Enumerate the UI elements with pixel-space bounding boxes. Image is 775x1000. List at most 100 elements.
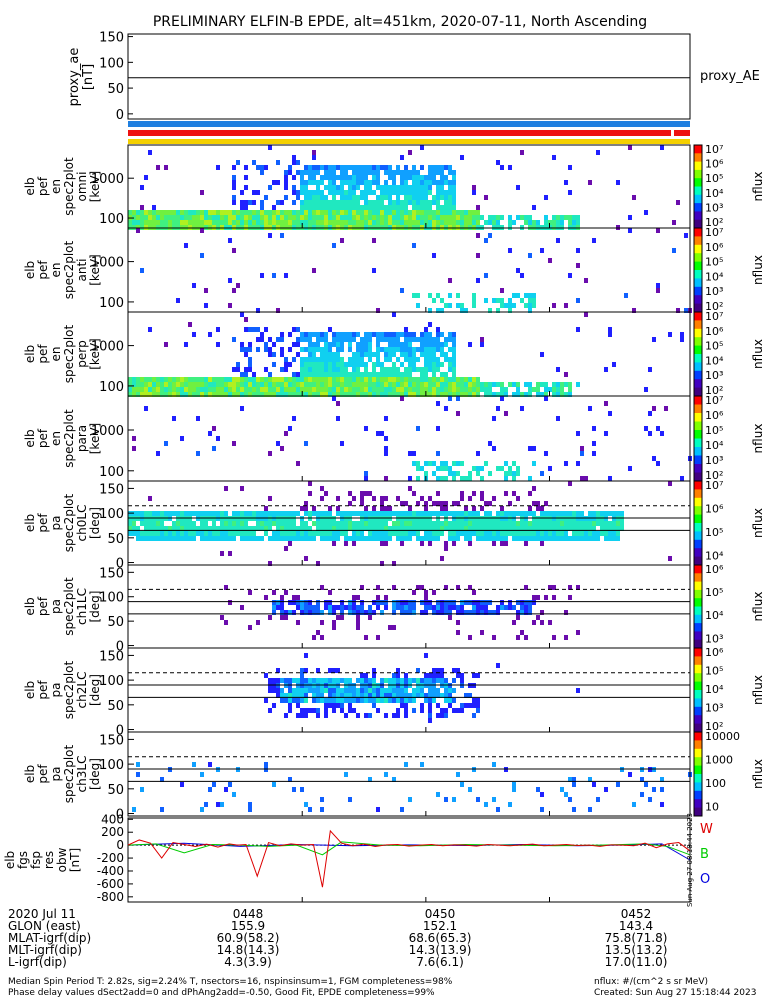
heatmap-cell <box>300 506 304 511</box>
heatmap-cell <box>376 175 380 180</box>
colorbar-segment <box>694 701 702 705</box>
heatmap-cell <box>416 337 420 342</box>
heatmap-cell <box>616 511 620 516</box>
heatmap-cell <box>280 595 284 600</box>
heatmap-cell <box>448 610 452 615</box>
heatmap-cell <box>232 165 236 170</box>
heatmap-cell <box>520 600 524 605</box>
heatmap-cell <box>332 215 336 220</box>
colorbar-tick-label: 10⁶ <box>705 502 724 515</box>
footer-note-2: Phase delay values dSect2add=0 and dPhAn… <box>8 988 435 998</box>
heatmap-cell <box>348 382 352 387</box>
heatmap-cell <box>456 411 460 416</box>
heatmap-cell <box>344 536 348 541</box>
heatmap-cell <box>364 215 368 220</box>
heatmap-cell <box>424 471 428 476</box>
heatmap-cell <box>360 190 364 195</box>
heatmap-cell <box>464 377 468 382</box>
heatmap-cell <box>176 210 180 215</box>
proxy-ytick-label: 50 <box>107 82 124 97</box>
heatmap-cell <box>452 190 456 195</box>
heatmap-cell <box>380 220 384 225</box>
colorbar-tick-label: 10⁶ <box>705 563 724 576</box>
heatmap-cell <box>144 387 148 392</box>
heatmap-cell <box>304 668 308 673</box>
heatmap-cell <box>412 392 416 397</box>
heatmap-cell <box>168 526 172 531</box>
heatmap-cell <box>308 190 312 195</box>
heatmap-cell <box>336 210 340 215</box>
heatmap-cell <box>576 263 580 268</box>
heatmap-cell <box>620 526 624 531</box>
heatmap-cell <box>200 215 204 220</box>
heatmap-cell <box>240 382 244 387</box>
heatmap-cell <box>396 347 400 352</box>
heatmap-cell <box>452 600 456 605</box>
heatmap-cell <box>408 332 412 337</box>
heatmap-cell <box>316 165 320 170</box>
heatmap-cell <box>244 205 248 210</box>
heatmap-cell <box>536 392 540 397</box>
heatmap-cell <box>368 521 372 526</box>
heatmap-cell <box>216 392 220 397</box>
heatmap-cell <box>264 762 268 767</box>
heatmap-cell <box>460 673 464 678</box>
heatmap-cell <box>648 411 652 416</box>
heatmap-cell <box>292 175 296 180</box>
heatmap-cell <box>356 372 360 377</box>
heatmap-cell <box>428 673 432 678</box>
heatmap-cell <box>140 185 144 190</box>
heatmap-cell <box>440 342 444 347</box>
heatmap-cell <box>380 337 384 342</box>
colorbar-tick-label: 10⁷ <box>705 310 723 323</box>
heatmap-cell <box>344 511 348 516</box>
heatmap-cell <box>492 215 496 220</box>
heatmap-cell <box>344 772 348 777</box>
footer-row-value: 155.9 <box>230 919 266 933</box>
heatmap-cell <box>384 387 388 392</box>
heatmap-cell <box>348 387 352 392</box>
heatmap-cell <box>312 678 316 683</box>
heatmap-cell <box>244 220 248 225</box>
heatmap-cell <box>432 220 436 225</box>
heatmap-cell <box>252 220 256 225</box>
heatmap-cell <box>264 698 268 703</box>
heatmap-cell <box>496 298 500 303</box>
heatmap-cell <box>204 387 208 392</box>
heatmap-cell <box>296 372 300 377</box>
heatmap-cell <box>588 531 592 536</box>
colorbar-segment <box>694 771 702 775</box>
heatmap-cell <box>328 347 332 352</box>
heatmap-cell <box>144 215 148 220</box>
heatmap-cell <box>524 585 528 590</box>
heatmap-cell <box>548 526 552 531</box>
heatmap-cell <box>472 190 476 195</box>
heatmap-cell <box>416 303 420 308</box>
heatmap-cell <box>324 521 328 526</box>
proxy-ytick-label: 0 <box>116 108 124 123</box>
heatmap-cell <box>308 342 312 347</box>
colorbar-segment <box>694 189 702 193</box>
heatmap-cell <box>516 466 520 471</box>
heatmap-cell <box>304 501 308 506</box>
heatmap-cell <box>452 220 456 225</box>
heatmap-cell <box>172 382 176 387</box>
fgs-timestamp: Sun Aug 27 08:18:44 2023 <box>686 813 694 907</box>
heatmap-cell <box>404 347 408 352</box>
heatmap-cell <box>436 703 440 708</box>
heatmap-cell <box>468 387 472 392</box>
heatmap-cell <box>484 273 488 278</box>
heatmap-cell <box>248 802 252 807</box>
heatmap-cell <box>160 521 164 526</box>
heatmap-cell <box>508 215 512 220</box>
heatmap-cell <box>268 451 272 456</box>
heatmap-cell <box>440 521 444 526</box>
heatmap-cell <box>368 165 372 170</box>
colorbar-segment <box>694 314 702 319</box>
heatmap-cell <box>236 531 240 536</box>
heatmap-cell <box>296 531 300 536</box>
heatmap-cell <box>516 635 520 640</box>
heatmap-cell <box>344 210 348 215</box>
colorbar-segment <box>694 690 702 694</box>
heatmap-cell <box>588 807 592 812</box>
